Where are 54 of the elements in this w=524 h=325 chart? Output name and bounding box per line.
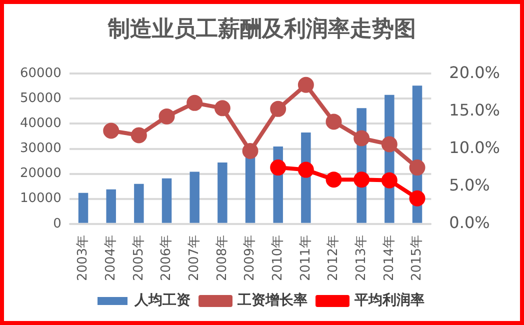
x-tick-label: 2014年	[382, 234, 397, 282]
point	[270, 100, 286, 117]
bar	[190, 172, 200, 223]
legend-label: 工资增长率	[236, 292, 308, 309]
point	[186, 94, 203, 111]
x-tick-label: 2010年	[270, 234, 286, 282]
x-tick-label: 2013年	[354, 234, 369, 282]
x-tick-label: 2007年	[186, 234, 202, 282]
point	[381, 172, 398, 188]
x-tick-label: 2005年	[131, 234, 146, 282]
y-tick-label: 30000	[20, 141, 62, 156]
x-tick-label: 2009年	[242, 234, 258, 282]
chart-title: 制造业员工薪酬及利润率走势图	[106, 16, 417, 44]
point	[158, 108, 175, 124]
y2-tick-label: 20.0%	[449, 62, 500, 82]
y-tick-label: 10000	[20, 191, 62, 206]
y2-tick-label: 0.0%	[449, 213, 490, 232]
bar	[162, 178, 172, 223]
x-tick-label: 2011年	[298, 234, 314, 282]
point	[298, 76, 314, 93]
y2-tick-label: 15.0%	[449, 100, 500, 120]
x-tick-label: 2006年	[159, 234, 174, 282]
point	[130, 127, 147, 144]
x-tick-label: 2003年	[76, 234, 91, 282]
x-tick-label: 2012年	[326, 234, 342, 282]
bar	[106, 189, 116, 223]
point	[381, 136, 398, 152]
bar	[78, 192, 88, 223]
point	[298, 162, 314, 178]
point	[354, 172, 370, 188]
y2-tick-label: 5.0%	[449, 175, 490, 194]
y-tick-label: 50000	[20, 91, 62, 106]
x-tick-label: 2015年	[410, 234, 425, 282]
y-tick-label: 60000	[20, 66, 62, 81]
point	[409, 190, 426, 206]
x-tick-label: 2004年	[103, 234, 118, 282]
y-tick-label: 0	[53, 216, 62, 232]
bar	[134, 184, 144, 223]
point	[326, 114, 342, 130]
bar	[218, 162, 228, 223]
point	[103, 122, 120, 139]
point	[242, 143, 258, 160]
point	[214, 100, 230, 116]
legend-label: 人均工资	[134, 292, 190, 309]
legend-label: 平均利润率	[354, 292, 424, 309]
point	[270, 160, 286, 176]
y-tick-label: 40000	[20, 116, 62, 132]
point	[326, 172, 342, 188]
y2-tick-label: 10.0%	[449, 138, 500, 157]
y-tick-label: 20000	[20, 166, 62, 182]
point	[354, 130, 370, 146]
x-tick-label: 2008年	[214, 234, 230, 282]
point	[409, 160, 426, 176]
bar	[245, 156, 256, 223]
